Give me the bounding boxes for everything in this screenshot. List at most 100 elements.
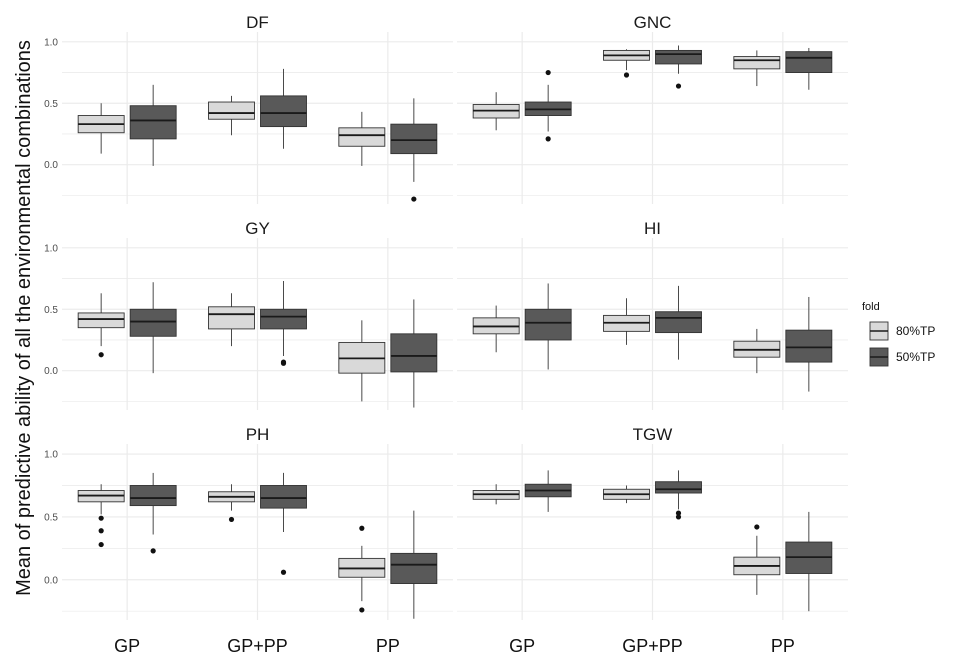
- y-tick-label: 0.0: [44, 160, 58, 171]
- outlier-point: [675, 83, 682, 89]
- iqr-box: [785, 51, 833, 73]
- box-gppluspp-80tp: [603, 298, 650, 345]
- panel-title: DF: [246, 13, 269, 32]
- box-pp-80tp: [733, 50, 781, 87]
- panel-title: TGW: [633, 425, 673, 444]
- iqr-box: [77, 312, 125, 329]
- box-gppluspp-80tp: [208, 293, 255, 347]
- box-gppluspp-80tp: [208, 484, 255, 523]
- iqr-box: [655, 49, 702, 65]
- outlier-point: [675, 510, 682, 516]
- outlier-point: [280, 360, 287, 366]
- box-gppluspp-80tp: [603, 485, 650, 504]
- iqr-box: [260, 485, 307, 509]
- iqr-box: [129, 485, 177, 507]
- legend-label: 80%TP: [896, 324, 935, 338]
- panel-title: GY: [245, 219, 270, 238]
- box-gppluspp-50tp: [655, 45, 702, 89]
- box-gppluspp-50tp: [260, 68, 307, 149]
- box-gp-50tp: [524, 69, 572, 142]
- box-gppluspp-50tp: [260, 472, 307, 575]
- panel-title: PH: [246, 425, 270, 444]
- x-tick-label: PP: [376, 636, 400, 656]
- outlier-point: [98, 541, 104, 548]
- box-pp-50tp: [390, 299, 438, 408]
- iqr-box: [260, 95, 307, 128]
- outlier-point: [98, 528, 104, 534]
- box-gp-50tp: [524, 283, 572, 370]
- x-tick-label: GP+PP: [622, 636, 683, 656]
- outlier-point: [150, 548, 156, 554]
- x-tick-label: GP: [509, 636, 535, 656]
- x-tick-label: GP: [114, 636, 140, 656]
- outlier-point: [754, 524, 760, 530]
- box-pp-80tp: [338, 525, 386, 613]
- panel-title: GNC: [634, 13, 672, 32]
- legend: fold 80%TP 50%TP: [862, 301, 935, 367]
- box-gppluspp-50tp: [260, 281, 307, 366]
- iqr-box: [655, 311, 702, 334]
- box-gp-50tp: [129, 472, 177, 554]
- outlier-point: [545, 136, 551, 142]
- box-gppluspp-80tp: [208, 95, 255, 136]
- outlier-point: [411, 196, 417, 202]
- box-gp-80tp: [77, 484, 125, 548]
- x-axis-tick-labels: GP GP+PP PP GP GP+PP PP: [114, 636, 795, 656]
- legend-title: fold: [862, 301, 880, 313]
- box-gp-50tp: [129, 282, 177, 374]
- box-gp-80tp: [77, 293, 125, 358]
- outlier-point: [280, 569, 287, 575]
- iqr-box: [208, 306, 255, 330]
- box-pp-50tp: [785, 511, 833, 612]
- iqr-box: [129, 308, 177, 337]
- box-gp-50tp: [524, 470, 572, 512]
- panel-title: HI: [644, 219, 661, 238]
- panel-gy: GY 0.0 0.5 1.0: [44, 219, 453, 410]
- panel-ph: PH 0.0 0.5 1.0: [44, 425, 453, 620]
- legend-entry: 80%TP: [869, 321, 935, 341]
- outlier-point: [359, 525, 365, 531]
- panel-gnc: GNC: [457, 13, 848, 204]
- iqr-box: [129, 105, 177, 140]
- outlier-point: [675, 514, 682, 520]
- iqr-box: [785, 329, 833, 363]
- iqr-box: [390, 123, 438, 155]
- box-gp-80tp: [77, 103, 125, 154]
- y-tick-label: 0.5: [44, 99, 58, 110]
- y-tick-label: 1.0: [44, 37, 58, 48]
- box-pp-80tp: [338, 320, 386, 402]
- iqr-box: [390, 333, 438, 373]
- panel-hi: HI: [457, 219, 848, 410]
- legend-label: 50%TP: [896, 350, 935, 364]
- outlier-point: [545, 69, 551, 76]
- iqr-box: [338, 127, 386, 147]
- box-pp-50tp: [390, 510, 438, 619]
- y-tick-label: 0.0: [44, 366, 58, 377]
- box-pp-80tp: [338, 111, 386, 166]
- y-axis-label: Mean of predictive ability of all the en…: [13, 40, 35, 596]
- box-pp-50tp: [785, 296, 833, 392]
- iqr-box: [260, 308, 307, 330]
- box-gppluspp-80tp: [603, 49, 650, 78]
- iqr-box: [733, 56, 781, 70]
- iqr-box: [390, 552, 438, 584]
- outlier-point: [98, 515, 104, 521]
- outlier-point: [359, 607, 365, 613]
- outlier-point: [623, 72, 630, 78]
- legend-entry: 50%TP: [869, 347, 935, 367]
- box-pp-80tp: [733, 524, 781, 595]
- panel-df: DF 0.0 0.5 1.0: [44, 13, 453, 204]
- panels-layer: DF 0.0 0.5 1.0 GNC GY 0.0 0.5 1.0 HI PH 0.0 0.5 1.0 TG…: [44, 13, 848, 620]
- y-tick-label: 0.0: [44, 575, 58, 586]
- box-gppluspp-50tp: [655, 470, 702, 520]
- y-tick-label: 0.5: [44, 512, 58, 523]
- outlier-point: [98, 352, 104, 358]
- box-pp-50tp: [785, 47, 833, 90]
- iqr-box: [524, 308, 572, 341]
- y-tick-label: 0.5: [44, 305, 58, 316]
- iqr-box: [208, 101, 255, 120]
- box-gppluspp-50tp: [655, 285, 702, 360]
- panel-tgw: TGW: [457, 425, 848, 620]
- box-pp-80tp: [733, 328, 781, 374]
